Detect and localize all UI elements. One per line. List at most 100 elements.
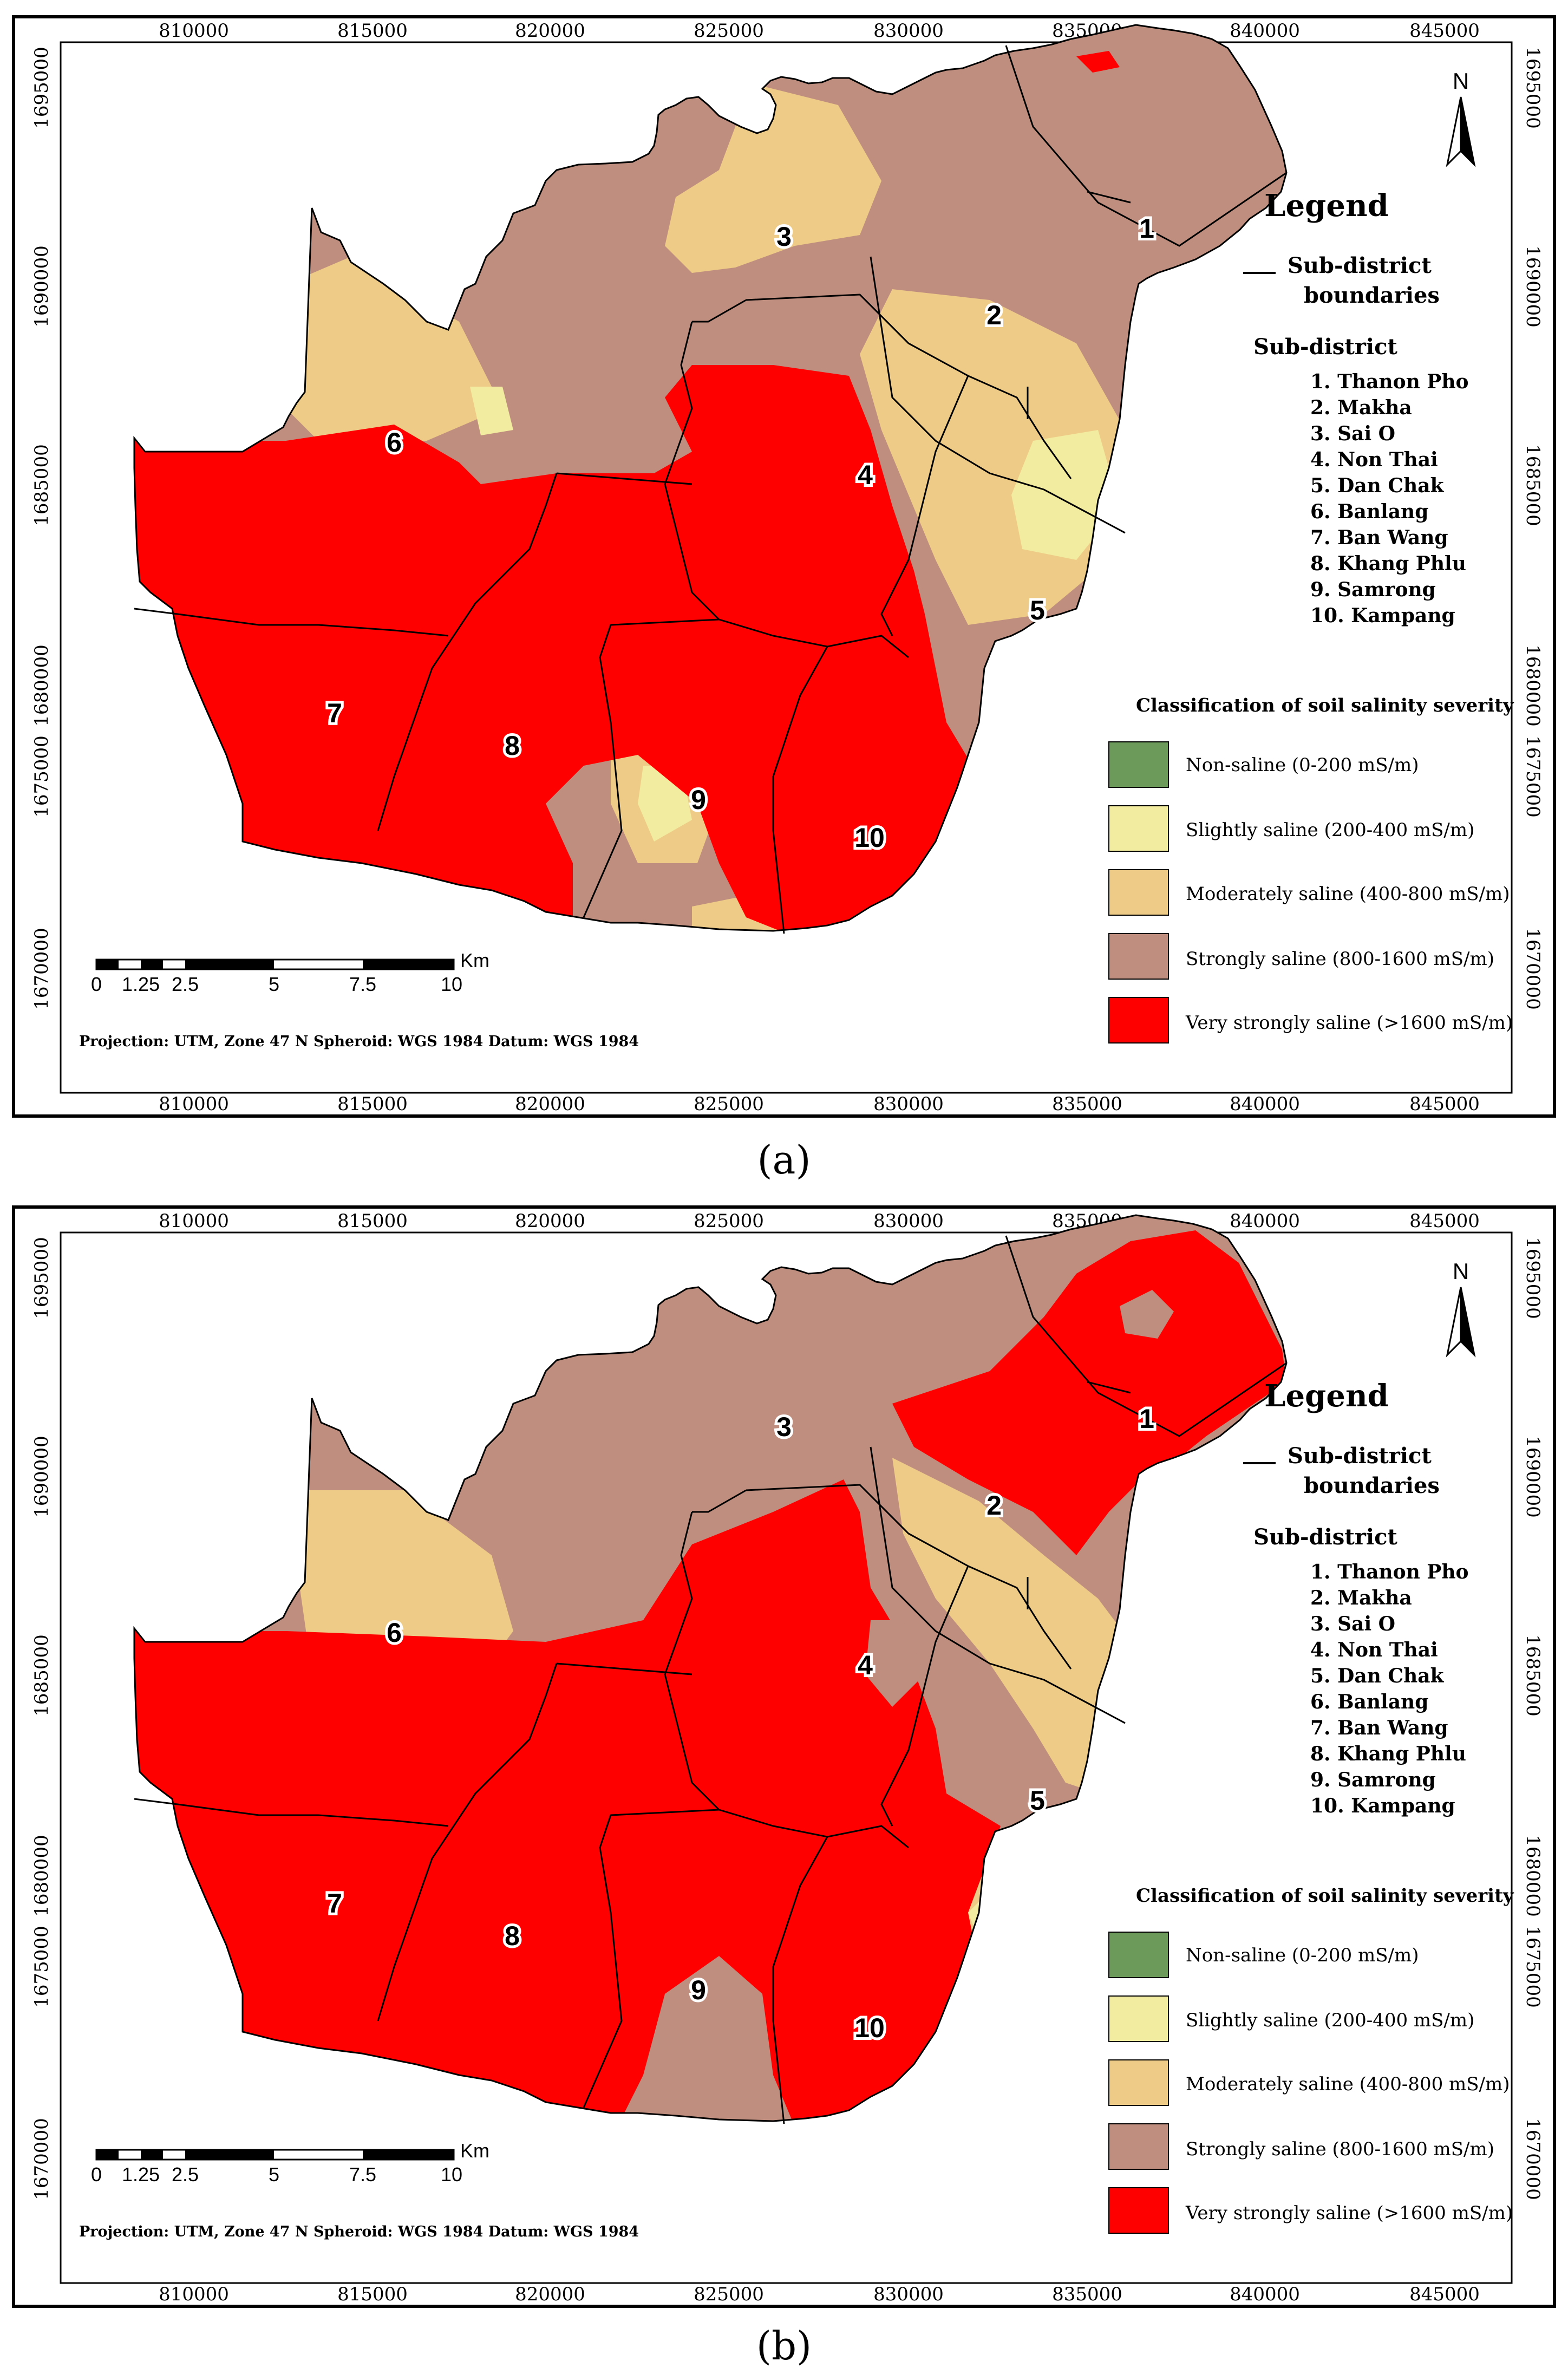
caption-a: (a) [757, 1137, 811, 1183]
map-frame [60, 41, 1513, 1094]
scale-tick-label: 2.5 [172, 973, 199, 995]
y-tick-label: 1695000 [1522, 1237, 1544, 1319]
scale-bar-segment [185, 960, 274, 969]
x-tick-label: 820000 [515, 20, 585, 42]
y-tick-labels-left: 1695000 1690000 1685000 1680000 1675000 … [31, 47, 53, 1009]
moderately-saline-zone [275, 257, 502, 441]
y-tick-label: 1695000 [1522, 47, 1544, 128]
north-arrow: N [1446, 1258, 1476, 1358]
subdistrict-label-8: 8 [505, 1921, 520, 1951]
subdistrict-labels: 1 2 3 4 5 6 7 8 9 10 [324, 211, 1157, 856]
subdistrict-list-item: 7. Ban Wang [1310, 1717, 1448, 1739]
scale-bar: 0 1.25 2.5 5 7.5 10 Km [91, 2140, 489, 2186]
projection-note: Projection: UTM, Zone 47 N Spheroid: WGS… [79, 1033, 639, 1050]
subdistrict-list-item: 7. Ban Wang [1310, 526, 1448, 549]
x-tick-label: 820000 [515, 2284, 585, 2305]
caption-b: (b) [756, 2323, 812, 2369]
class-label: Non-saline (0-200 mS/m) [1186, 1945, 1419, 1966]
x-tick-label: 815000 [337, 2284, 408, 2305]
scale-bar-segment [141, 2150, 163, 2160]
scale-unit: Km [460, 2140, 489, 2162]
y-tick-label: 1685000 [31, 444, 53, 526]
y-tick-labels-left: 1695000 1690000 1685000 1680000 1675000 … [31, 1237, 53, 2200]
subdistrict-list-item: 5. Dan Chak [1310, 1665, 1445, 1687]
y-tick-labels-right: 1695000 1690000 1685000 1680000 1675000 … [1522, 47, 1544, 1009]
x-tick-label: 815000 [337, 20, 408, 42]
subdistrict-boundaries [133, 24, 1288, 934]
x-tick-label: 835000 [1052, 2284, 1122, 2305]
scale-bar-segment [96, 2150, 119, 2160]
x-tick-label: 845000 [1409, 2284, 1480, 2305]
boundary-label-line2: boundaries [1304, 1473, 1440, 1498]
subdistrict-list-item: 4. Non Thai [1310, 448, 1438, 471]
subdistrict-list-item: 3. Sai O [1310, 422, 1395, 445]
scale-tick-label: 1.25 [122, 973, 160, 995]
x-tick-labels-top: 810000 815000 820000 825000 830000 83500… [159, 1210, 1480, 1232]
moderately-saline-zone [286, 1490, 513, 1674]
very-strongly-saline-zone [1076, 51, 1120, 73]
x-tick-label: 840000 [1230, 1093, 1300, 1114]
y-tick-label: 1670000 [1522, 928, 1544, 1009]
scale-unit: Km [460, 949, 489, 971]
scale-bar-segment [185, 2150, 274, 2160]
subdistrict-label-9: 9 [691, 785, 706, 815]
x-tick-label: 825000 [694, 1210, 764, 1232]
y-tick-label: 1675000 [31, 1926, 53, 2007]
non-saline-swatch [1108, 741, 1169, 788]
y-tick-label: 1690000 [1522, 245, 1544, 327]
y-tick-label: 1695000 [31, 1237, 53, 1319]
very-strongly-saline-zone [427, 1279, 481, 1322]
subdistrict-label-3: 3 [776, 1412, 792, 1442]
subdistrict-list-item: 8. Khang Phlu [1310, 1743, 1466, 1765]
north-arrow: N [1446, 68, 1476, 167]
y-tick-label: 1690000 [31, 245, 53, 327]
class-label: Very strongly saline (>1600 mS/m) [1185, 2202, 1513, 2224]
x-tick-label: 835000 [1052, 1093, 1122, 1114]
x-tick-label: 810000 [159, 2284, 229, 2305]
x-tick-label: 845000 [1409, 1093, 1480, 1114]
north-arrow-left-half [1446, 96, 1462, 167]
scale-bar-segment [363, 960, 454, 969]
strongly-saline-zone [1120, 1290, 1174, 1339]
subdistrict-list-item: 9. Samrong [1310, 578, 1436, 601]
scale-bar-segment [141, 960, 163, 969]
subdistrict-label-6: 6 [387, 1618, 402, 1648]
legend-title: Legend [1264, 188, 1389, 224]
non-saline-swatch [1108, 1932, 1169, 1978]
y-tick-labels-right: 1695000 1690000 1685000 1680000 1675000 … [1522, 1237, 1544, 2200]
slightly-saline-zone [1011, 430, 1120, 560]
subdistrict-label-7: 7 [327, 1888, 342, 1919]
subdistrict-list-item: 8. Khang Phlu [1310, 552, 1466, 575]
subdistrict-list-item: 4. Non Thai [1310, 1639, 1438, 1661]
class-label: Moderately saline (400-800 mS/m) [1186, 2073, 1510, 2095]
x-tick-label: 820000 [515, 1093, 585, 1114]
y-tick-label: 1685000 [1522, 1634, 1544, 1716]
scale-bar-segment [96, 960, 119, 969]
x-tick-label: 840000 [1230, 2284, 1300, 2305]
moderately-saline-swatch [1108, 2059, 1169, 2106]
y-tick-label: 1670000 [31, 928, 53, 1009]
subdistrict-label-8: 8 [505, 731, 520, 761]
subdistrict-list-item: 6. Banlang [1310, 1691, 1428, 1713]
x-tick-label: 820000 [515, 1210, 585, 1232]
subdistrict-boundaries [133, 1214, 1288, 2124]
x-tick-label: 825000 [694, 2284, 764, 2305]
map-frame [60, 1231, 1513, 2284]
y-tick-label: 1685000 [1522, 444, 1544, 526]
subdistrict-list-item: 3. Sai O [1310, 1613, 1395, 1635]
scale-tick-label: 10 [441, 973, 462, 995]
classification-heading: Classification of soil salinity severity [1136, 1885, 1514, 1907]
scale-tick-label: 7.5 [349, 973, 376, 995]
x-tick-label: 845000 [1409, 1210, 1480, 1232]
x-tick-labels-top: 810000 815000 820000 825000 830000 83500… [159, 20, 1480, 42]
scale-tick-label: 0 [91, 2163, 102, 2186]
subdistrict-list-item: 2. Makha [1310, 396, 1412, 419]
north-arrow-right-half [1460, 1287, 1476, 1358]
subdistrict-label-5: 5 [1030, 595, 1045, 625]
x-tick-label: 810000 [159, 1210, 229, 1232]
x-tick-labels-bottom: 810000 815000 820000 825000 830000 83500… [159, 2284, 1480, 2305]
subdistrict-list: 1. Thanon Pho 2. Makha 3. Sai O 4. Non T… [1310, 370, 1469, 627]
x-tick-label: 830000 [873, 2284, 944, 2305]
subdistrict-list-item: 10. Kampang [1310, 1795, 1455, 1817]
moderately-saline-zone [892, 1458, 1131, 1793]
